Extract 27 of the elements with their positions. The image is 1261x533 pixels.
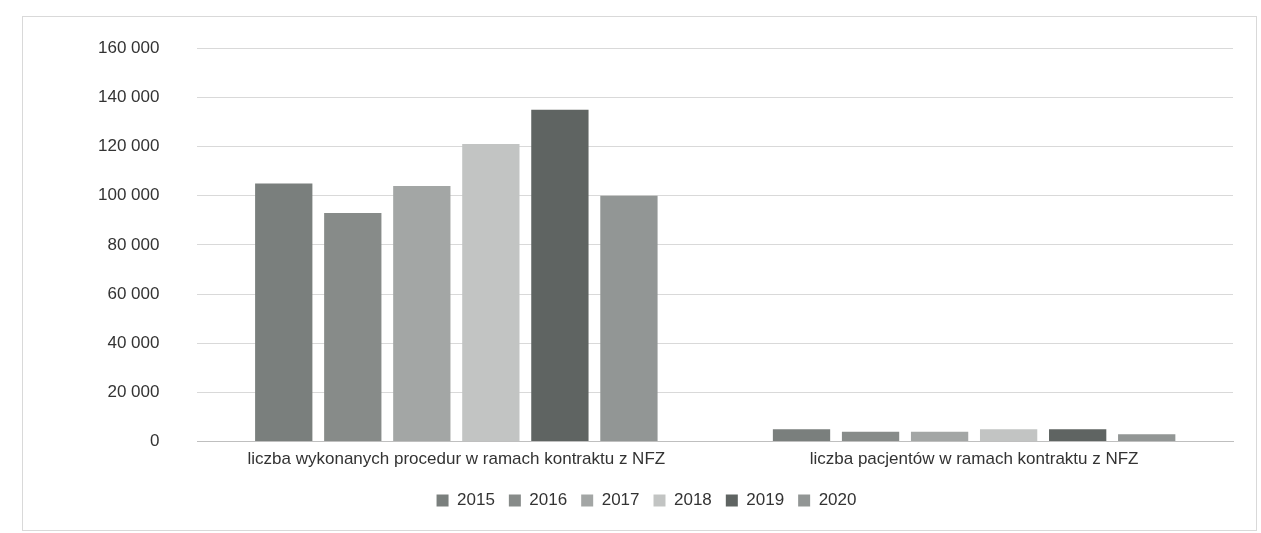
legend-label: 2018	[674, 490, 712, 510]
bar	[393, 185, 451, 442]
y-tick-label: 120 000	[98, 136, 160, 156]
x-tick-label: liczba pacjentów w ramach kontraktu z NFZ	[809, 449, 1139, 469]
legend-label: 2015	[457, 490, 495, 510]
y-tick-label: 0	[149, 431, 160, 451]
bar	[841, 431, 900, 442]
legend-label: 2019	[746, 490, 785, 510]
y-tick-label: 60 000	[107, 283, 160, 303]
legend-label: 2016	[529, 490, 568, 510]
bar	[600, 195, 658, 442]
x-tick-label: liczba wykonanych procedur w ramach kontraktu z NFZ	[247, 449, 666, 469]
y-tick-label: 100 000	[98, 185, 160, 205]
bar	[1049, 429, 1107, 442]
y-tick-label: 160 000	[98, 37, 160, 57]
y-tick-label: 140 000	[98, 87, 160, 107]
bar	[324, 212, 382, 442]
bar	[531, 109, 589, 442]
y-tick-label: 40 000	[107, 332, 160, 352]
bar	[1118, 434, 1176, 442]
y-tick-label: 20 000	[107, 382, 160, 402]
legend-label: 2020	[818, 490, 857, 510]
bar	[910, 431, 969, 442]
bar	[255, 183, 313, 442]
bar	[772, 429, 831, 442]
y-tick-label: 80 000	[107, 234, 160, 254]
legend-label: 2017	[601, 490, 640, 510]
